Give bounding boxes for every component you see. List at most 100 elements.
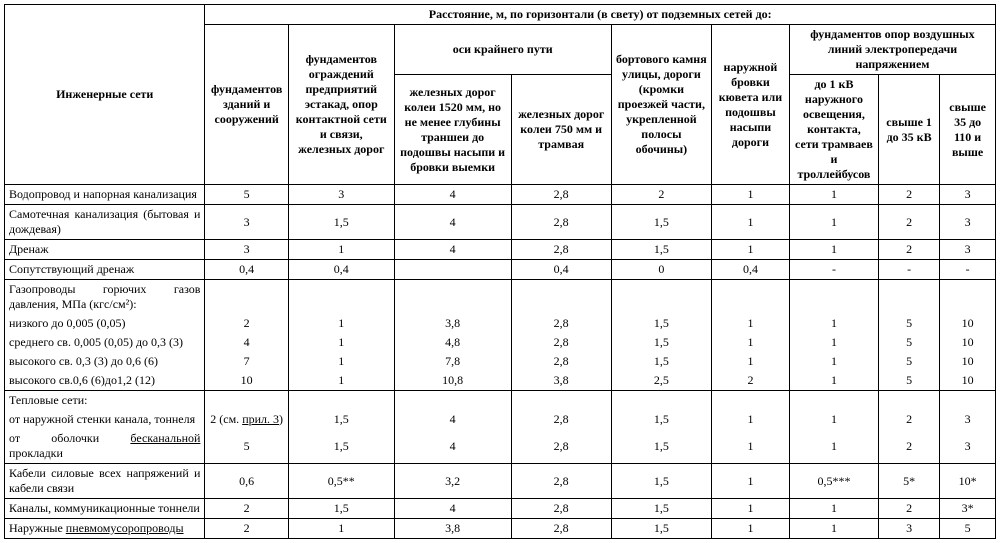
cell: 2,8	[511, 519, 611, 539]
header-c7: до 1 кВ наружного освещения, контакта, с…	[789, 75, 878, 185]
row-label: Самотечная канализация (бытовая и дождев…	[5, 205, 205, 240]
cell: 1	[789, 519, 878, 539]
cell: 3	[878, 519, 939, 539]
cell: 1,5	[288, 205, 394, 240]
cell: 2,8	[511, 314, 611, 333]
table-row: низкого до 0,005 (0,05)213,82,81,511510	[5, 314, 996, 333]
cell	[940, 280, 996, 315]
cell: 5	[205, 185, 289, 205]
cell: 1,5	[611, 429, 711, 464]
row-label: высокого св.0,6 (6)до1,2 (12)	[5, 371, 205, 391]
cell: 3,8	[511, 371, 611, 391]
cell: 1,5	[611, 333, 711, 352]
cell: 4	[394, 240, 511, 260]
row-label: Дренаж	[5, 240, 205, 260]
cell: 5*	[878, 464, 939, 499]
cell: 2,8	[511, 333, 611, 352]
table-row: высокого св. 0,3 (3) до 0,6 (6)717,82,81…	[5, 352, 996, 371]
header-c6: наружной бровки кювета или подошвы насып…	[711, 25, 789, 185]
cell: 1,5	[611, 410, 711, 429]
cell: 1	[789, 185, 878, 205]
cell: 1	[288, 352, 394, 371]
table-row: Каналы, коммуникационные тоннели21,542,8…	[5, 499, 996, 519]
table-row: от оболочки бесканальной прокладки51,542…	[5, 429, 996, 464]
cell: 3	[940, 205, 996, 240]
cell	[711, 280, 789, 315]
cell	[878, 391, 939, 411]
cell: 3*	[940, 499, 996, 519]
table-row: Самотечная канализация (бытовая и дождев…	[5, 205, 996, 240]
cell: 1,5	[288, 410, 394, 429]
cell: 4	[394, 205, 511, 240]
cell: 1	[789, 240, 878, 260]
row-label: Наружные пневмомусоропроводы	[5, 519, 205, 539]
cell: 0,4	[205, 260, 289, 280]
cell: 2 (см. прил. 3)	[205, 410, 289, 429]
cell: 7	[205, 352, 289, 371]
cell: 5	[940, 519, 996, 539]
table-row: среднего св. 0,005 (0,05) до 0,3 (3)414,…	[5, 333, 996, 352]
row-label: Сопутствующий дренаж	[5, 260, 205, 280]
cell: 3	[940, 429, 996, 464]
cell: 2,8	[511, 352, 611, 371]
table-row: Сопутствующий дренаж0,40,40,400,4---	[5, 260, 996, 280]
cell: 2	[205, 499, 289, 519]
cell: 1	[711, 185, 789, 205]
cell: 1	[711, 352, 789, 371]
cell: 1,5	[611, 240, 711, 260]
cell: 1	[288, 519, 394, 539]
cell	[711, 391, 789, 411]
table-row: Тепловые сети:	[5, 391, 996, 411]
table-row: Водопровод и напорная канализация5342,82…	[5, 185, 996, 205]
header-power-group: фундаментов опор воздушных линий электро…	[789, 25, 995, 75]
cell: -	[789, 260, 878, 280]
cell: 1,5	[611, 205, 711, 240]
cell: 1,5	[288, 499, 394, 519]
cell: 3,8	[394, 519, 511, 539]
row-label: Газопроводы горючих газов давления, МПа …	[5, 280, 205, 315]
cell	[394, 280, 511, 315]
cell: 1	[288, 240, 394, 260]
cell: 1,5	[611, 464, 711, 499]
row-label: Кабели силовые всех напряжений и кабели …	[5, 464, 205, 499]
table-row: от наружной стенки канала, тоннеля2 (см.…	[5, 410, 996, 429]
cell: 2,8	[511, 499, 611, 519]
header-c4: железных дорог колеи 750 мм и трамвая	[511, 75, 611, 185]
cell: 2	[878, 185, 939, 205]
cell: 4	[394, 429, 511, 464]
header-rowhead: Инженерные сети	[5, 5, 205, 185]
cell: 5	[878, 352, 939, 371]
cell: 10	[940, 371, 996, 391]
cell: 1	[288, 371, 394, 391]
cell: 2,8	[511, 240, 611, 260]
cell: 2	[711, 371, 789, 391]
row-label: низкого до 0,005 (0,05)	[5, 314, 205, 333]
cell: 2	[878, 410, 939, 429]
cell: 1,5	[611, 519, 711, 539]
cell: 0,4	[288, 260, 394, 280]
cell: 3	[940, 185, 996, 205]
cell: 2,8	[511, 185, 611, 205]
cell: 1,5	[611, 499, 711, 519]
cell	[394, 260, 511, 280]
cell: 2	[878, 429, 939, 464]
cell: 1	[711, 410, 789, 429]
cell: 1	[789, 371, 878, 391]
cell: 1	[789, 333, 878, 352]
cell	[789, 280, 878, 315]
cell	[288, 391, 394, 411]
cell: 1	[288, 333, 394, 352]
distance-table: Инженерные сети Расстояние, м, по горизо…	[4, 4, 996, 539]
cell: 10	[940, 314, 996, 333]
cell: 5	[878, 314, 939, 333]
cell: 1,5	[288, 429, 394, 464]
row-label: от наружной стенки канала, тоннеля	[5, 410, 205, 429]
cell: 0,6	[205, 464, 289, 499]
cell: 7,8	[394, 352, 511, 371]
table-row: Наружные пневмомусоропроводы213,82,81,51…	[5, 519, 996, 539]
cell: 1	[711, 429, 789, 464]
cell: 5	[878, 333, 939, 352]
cell: 10	[940, 352, 996, 371]
cell	[394, 391, 511, 411]
cell: 10*	[940, 464, 996, 499]
